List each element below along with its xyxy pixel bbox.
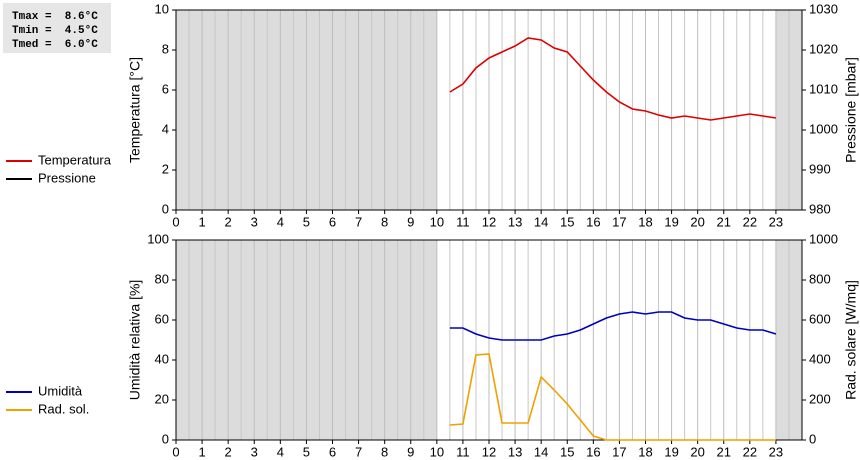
x-tick-label: 0 bbox=[172, 444, 179, 459]
x-tick-label: 17 bbox=[612, 444, 626, 459]
x-tick-label: 4 bbox=[277, 214, 284, 229]
x-tick-label: 9 bbox=[407, 214, 414, 229]
x-tick-label: 8 bbox=[381, 214, 388, 229]
x-tick-label: 15 bbox=[560, 444, 574, 459]
x-tick-label: 23 bbox=[769, 444, 783, 459]
y-tick-label: 40 bbox=[155, 351, 169, 366]
y-tick-label: 60 bbox=[155, 311, 169, 326]
x-tick-label: 2 bbox=[225, 214, 232, 229]
y2-tick-label: 0 bbox=[809, 431, 816, 446]
x-tick-label: 10 bbox=[430, 444, 444, 459]
x-tick-label: 12 bbox=[482, 444, 496, 459]
y2-tick-label: 980 bbox=[809, 201, 831, 216]
legend-label: Rad. sol. bbox=[38, 401, 89, 416]
x-tick-label: 14 bbox=[534, 444, 548, 459]
plot-frame bbox=[175, 9, 803, 211]
x-tick-label: 20 bbox=[690, 444, 704, 459]
y-tick-label: 80 bbox=[155, 271, 169, 286]
x-tick-label: 4 bbox=[277, 444, 284, 459]
y2-tick-label: 1030 bbox=[809, 1, 838, 16]
x-tick-label: 21 bbox=[717, 214, 731, 229]
plot-frame bbox=[175, 239, 803, 441]
stats-box bbox=[3, 3, 111, 53]
x-tick-label: 22 bbox=[743, 214, 757, 229]
y2-axis-title: Rad. solare [W/mq] bbox=[843, 280, 859, 400]
x-tick-label: 21 bbox=[717, 444, 731, 459]
y2-tick-label: 200 bbox=[809, 391, 831, 406]
y2-tick-label: 1000 bbox=[809, 231, 838, 246]
x-tick-label: 1 bbox=[198, 444, 205, 459]
y2-tick-label: 1010 bbox=[809, 81, 838, 96]
x-tick-label: 8 bbox=[381, 444, 388, 459]
y-axis-title: Umidità relativa [%] bbox=[127, 280, 143, 401]
x-tick-label: 18 bbox=[638, 444, 652, 459]
x-tick-label: 6 bbox=[329, 214, 336, 229]
y2-tick-label: 990 bbox=[809, 161, 831, 176]
y-tick-label: 4 bbox=[162, 121, 169, 136]
y-tick-label: 20 bbox=[155, 391, 169, 406]
x-tick-label: 9 bbox=[407, 444, 414, 459]
series-line bbox=[449, 311, 777, 341]
x-tick-label: 5 bbox=[303, 214, 310, 229]
x-tick-label: 3 bbox=[251, 214, 258, 229]
y-axis-title: Temperatura [°C] bbox=[127, 57, 143, 163]
x-tick-label: 7 bbox=[355, 444, 362, 459]
y-tick-label: 0 bbox=[162, 431, 169, 446]
x-tick-label: 1 bbox=[198, 214, 205, 229]
legend-label: Temperatura bbox=[38, 152, 112, 167]
x-tick-label: 19 bbox=[664, 444, 678, 459]
stat: Tmin = 4.5°C bbox=[12, 25, 98, 37]
x-tick-label: 19 bbox=[664, 214, 678, 229]
stat: Tmax = 8.6°C bbox=[12, 11, 98, 23]
legend-label: Pressione bbox=[38, 170, 96, 185]
x-tick-label: 12 bbox=[482, 214, 496, 229]
x-tick-label: 16 bbox=[586, 214, 600, 229]
x-tick-label: 5 bbox=[303, 444, 310, 459]
y2-axis-title: Pressione [mbar] bbox=[843, 57, 859, 163]
y-tick-label: 10 bbox=[155, 1, 169, 16]
x-tick-label: 3 bbox=[251, 444, 258, 459]
y2-tick-label: 1020 bbox=[809, 41, 838, 56]
y2-tick-label: 400 bbox=[809, 351, 831, 366]
x-tick-label: 23 bbox=[769, 214, 783, 229]
y-tick-label: 6 bbox=[162, 81, 169, 96]
x-tick-label: 17 bbox=[612, 214, 626, 229]
x-tick-label: 13 bbox=[508, 214, 522, 229]
x-tick-label: 2 bbox=[225, 444, 232, 459]
x-tick-label: 15 bbox=[560, 214, 574, 229]
x-tick-label: 0 bbox=[172, 214, 179, 229]
x-tick-label: 16 bbox=[586, 444, 600, 459]
y2-tick-label: 600 bbox=[809, 311, 831, 326]
x-tick-label: 18 bbox=[638, 214, 652, 229]
y2-tick-label: 800 bbox=[809, 271, 831, 286]
x-tick-label: 7 bbox=[355, 214, 362, 229]
x-tick-label: 14 bbox=[534, 214, 548, 229]
series-line bbox=[449, 37, 777, 121]
x-tick-label: 22 bbox=[743, 444, 757, 459]
y-tick-label: 100 bbox=[147, 231, 169, 246]
y-tick-label: 2 bbox=[162, 161, 169, 176]
x-tick-label: 11 bbox=[456, 214, 470, 229]
y-tick-label: 0 bbox=[162, 201, 169, 216]
y2-tick-label: 1000 bbox=[809, 121, 838, 136]
x-tick-label: 13 bbox=[508, 444, 522, 459]
x-tick-label: 20 bbox=[690, 214, 704, 229]
series-line bbox=[449, 353, 776, 441]
x-tick-label: 6 bbox=[329, 444, 336, 459]
x-tick-label: 11 bbox=[456, 444, 470, 459]
stat: Tmed = 6.0°C bbox=[12, 39, 98, 51]
y-tick-label: 8 bbox=[162, 41, 169, 56]
x-tick-label: 10 bbox=[430, 214, 444, 229]
legend-label: Umidità bbox=[38, 383, 83, 398]
